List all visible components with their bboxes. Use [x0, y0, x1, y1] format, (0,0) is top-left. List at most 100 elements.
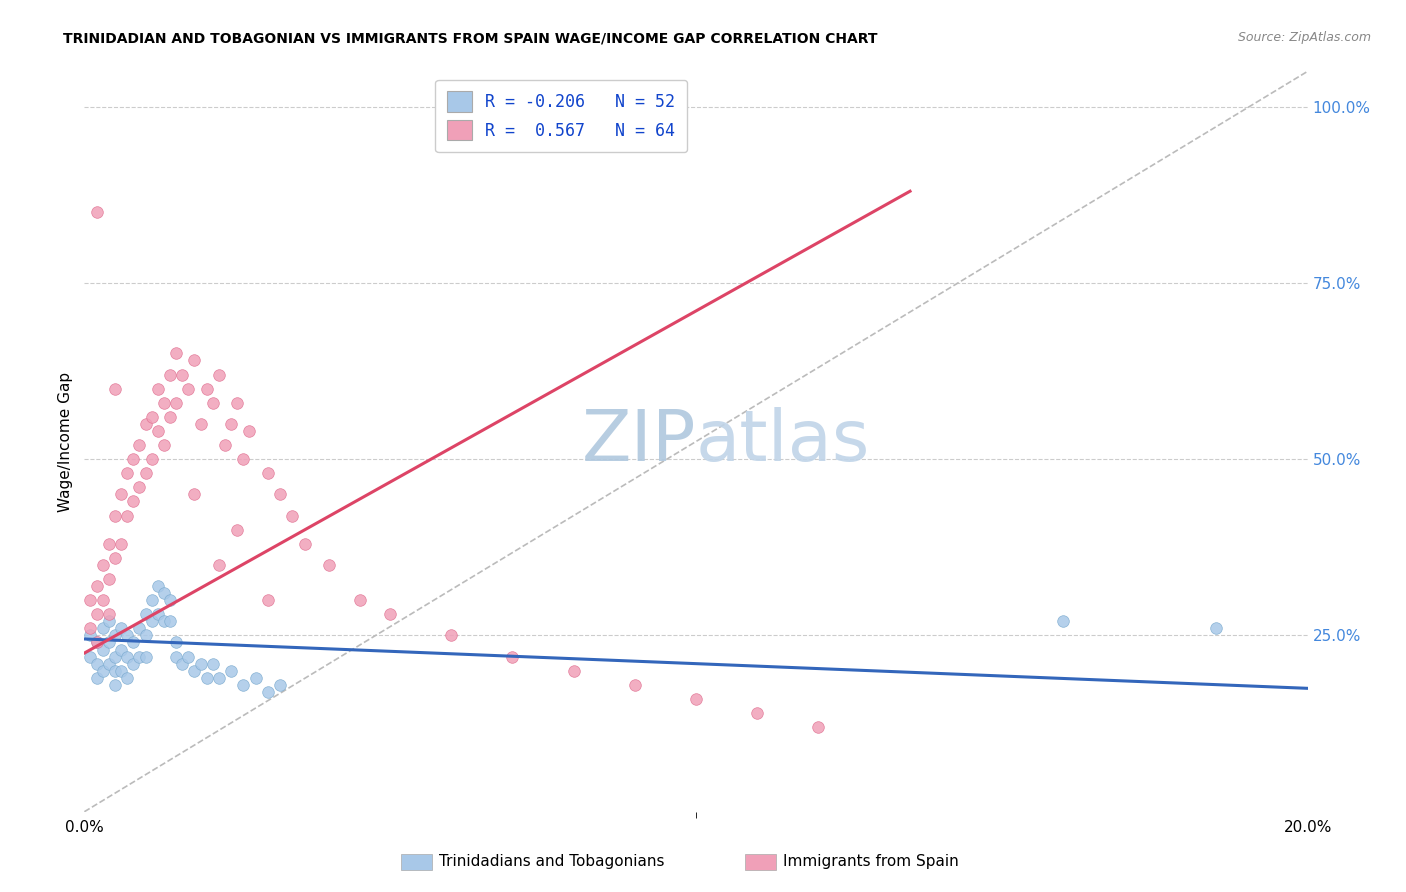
Point [141, 593, 163, 607]
Point [86, 205, 108, 219]
Text: TRINIDADIAN AND TOBAGONIAN VS IMMIGRANTS FROM SPAIN WAGE/INCOME GAP CORRELATION : TRINIDADIAN AND TOBAGONIAN VS IMMIGRANTS… [63, 31, 877, 45]
Point [208, 558, 231, 572]
Point [183, 487, 205, 501]
Point [190, 417, 212, 431]
Point [159, 368, 181, 382]
Text: Trinidadians and Tobagonians: Trinidadians and Tobagonians [439, 855, 664, 869]
Point [97, 657, 120, 671]
Point [91, 621, 114, 635]
Point [135, 607, 157, 622]
Point [219, 664, 242, 678]
Point [440, 628, 463, 642]
Point [115, 628, 138, 642]
Point [79, 593, 101, 607]
Point [177, 649, 200, 664]
Point [269, 678, 291, 692]
Point [294, 537, 316, 551]
Point [97, 572, 120, 586]
Point [128, 649, 150, 664]
Point [104, 664, 127, 678]
Text: ZIP: ZIP [582, 407, 696, 476]
Point [195, 671, 218, 685]
Point [79, 621, 101, 635]
Point [232, 678, 254, 692]
Point [146, 607, 169, 622]
Point [183, 353, 205, 368]
Point [122, 452, 145, 467]
Point [91, 664, 114, 678]
Point [110, 642, 132, 657]
Point [201, 396, 224, 410]
Point [165, 396, 187, 410]
Point [165, 635, 187, 649]
Point [159, 593, 181, 607]
Point [685, 692, 707, 706]
Point [214, 438, 236, 452]
Point [318, 558, 340, 572]
Point [86, 607, 108, 622]
Legend: R = -0.206   N = 52, R =  0.567   N = 64: R = -0.206 N = 52, R = 0.567 N = 64 [436, 79, 688, 152]
Point [502, 649, 524, 664]
Point [86, 635, 108, 649]
Point [122, 635, 145, 649]
Point [190, 657, 212, 671]
Point [97, 615, 120, 629]
Point [135, 628, 157, 642]
Point [141, 409, 163, 424]
Point [135, 417, 157, 431]
Point [153, 586, 176, 600]
Text: Source: ZipAtlas.com: Source: ZipAtlas.com [1237, 31, 1371, 45]
Point [165, 346, 187, 360]
Point [104, 628, 127, 642]
Point [238, 424, 260, 438]
Point [128, 480, 150, 494]
Point [257, 593, 280, 607]
Point [86, 579, 108, 593]
Point [122, 494, 145, 508]
Point [86, 635, 108, 649]
Point [624, 678, 647, 692]
Point [159, 409, 181, 424]
Point [141, 615, 163, 629]
Point [104, 649, 127, 664]
Point [183, 664, 205, 678]
Point [97, 537, 120, 551]
Point [91, 593, 114, 607]
Point [195, 382, 218, 396]
Point [257, 685, 280, 699]
Point [172, 657, 194, 671]
Point [110, 487, 132, 501]
Point [208, 671, 231, 685]
Text: atlas: atlas [696, 407, 870, 476]
Point [128, 621, 150, 635]
Point [104, 550, 127, 565]
Point [115, 671, 138, 685]
Point [1052, 615, 1074, 629]
Text: Immigrants from Spain: Immigrants from Spain [783, 855, 959, 869]
Point [79, 628, 101, 642]
Point [97, 607, 120, 622]
Point [110, 621, 132, 635]
Point [226, 396, 249, 410]
Point [153, 396, 176, 410]
Point [269, 487, 291, 501]
Point [141, 452, 163, 467]
Point [165, 649, 187, 664]
Point [135, 649, 157, 664]
Point [86, 657, 108, 671]
Point [201, 657, 224, 671]
Point [104, 382, 127, 396]
Point [153, 438, 176, 452]
Point [807, 720, 830, 734]
Point [110, 664, 132, 678]
Point [86, 671, 108, 685]
Point [172, 368, 194, 382]
Point [110, 537, 132, 551]
Point [177, 382, 200, 396]
Point [115, 649, 138, 664]
Point [245, 671, 267, 685]
Point [135, 467, 157, 481]
Point [91, 642, 114, 657]
Point [281, 508, 304, 523]
Point [79, 649, 101, 664]
